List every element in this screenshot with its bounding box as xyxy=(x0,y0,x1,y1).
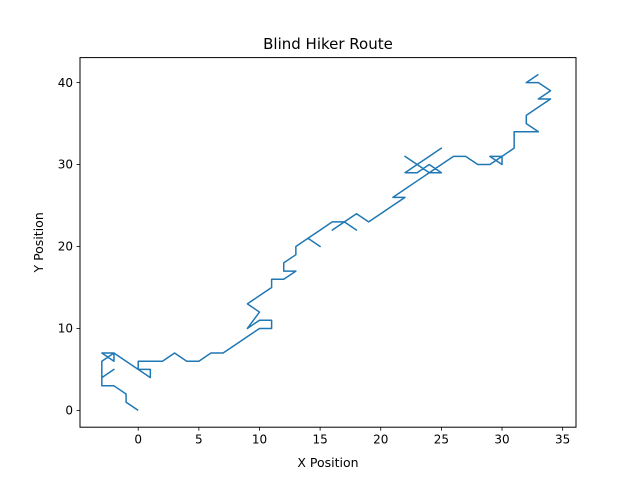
y-tick-label: 40 xyxy=(58,76,73,90)
y-tick-label: 10 xyxy=(58,322,73,336)
x-tick-label: 20 xyxy=(373,433,388,447)
y-axis-ticks: 0 10 20 30 40 xyxy=(58,76,80,418)
x-tick-label: 30 xyxy=(494,433,509,447)
x-tick-label: 0 xyxy=(134,433,142,447)
chart-title: Blind Hiker Route xyxy=(263,35,393,53)
axes-frame xyxy=(79,57,577,428)
x-tick-label: 10 xyxy=(252,433,267,447)
x-tick-label: 25 xyxy=(434,433,449,447)
x-axis-label: X Position xyxy=(297,455,358,470)
x-tick-label: 15 xyxy=(312,433,327,447)
route-line-series-0 xyxy=(101,73,552,412)
x-tick-label: 35 xyxy=(555,433,570,447)
x-axis-ticks: 0 5 10 15 20 25 30 35 xyxy=(134,427,570,447)
y-axis-label: Y Position xyxy=(31,212,46,273)
y-tick-label: 20 xyxy=(58,240,73,254)
y-tick-label: 0 xyxy=(65,404,73,418)
y-tick-label: 30 xyxy=(58,158,73,172)
plot-area xyxy=(101,73,552,412)
x-tick-label: 5 xyxy=(195,433,203,447)
